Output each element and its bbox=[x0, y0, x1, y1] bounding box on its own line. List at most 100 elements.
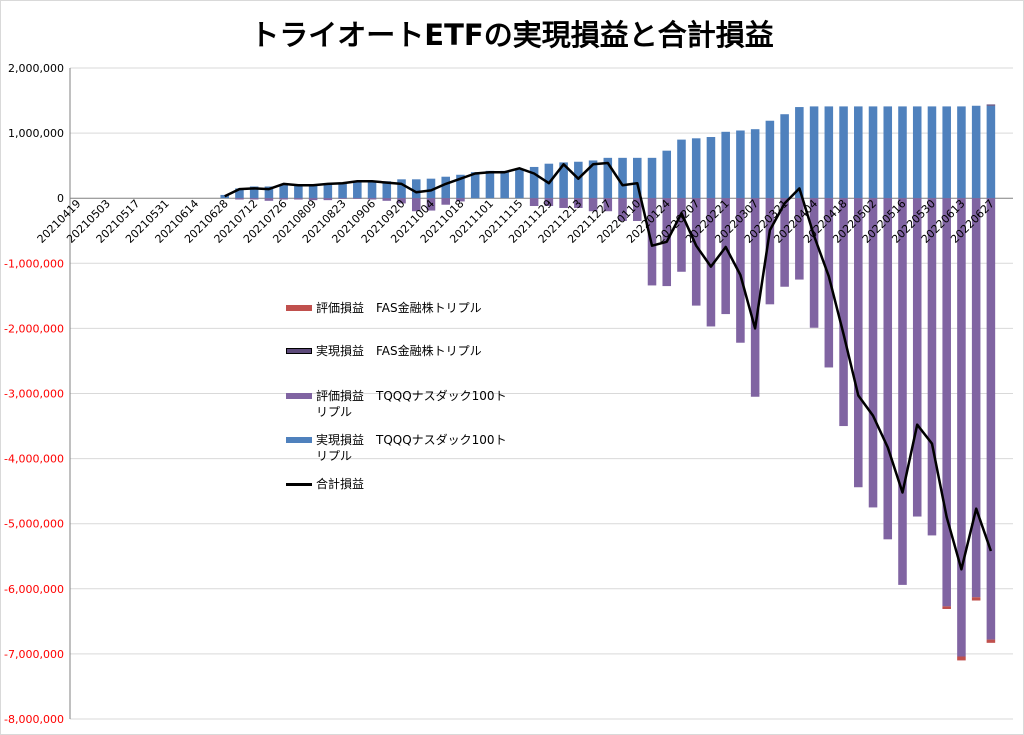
bar-tqqq-unrealized bbox=[795, 198, 804, 280]
bar-tqqq-realized bbox=[470, 172, 480, 199]
bar-tqqq-unrealized bbox=[441, 198, 450, 205]
bar-tqqq-realized bbox=[736, 130, 745, 199]
legend-label-fas-realized: 実現損益 FAS金融株トリプル bbox=[316, 344, 482, 358]
x-axis-tick-labels: 2021041920210503202105172021053120210614… bbox=[35, 197, 997, 246]
y-tick-label: -8,000,000 bbox=[4, 713, 64, 726]
bar-tqqq-realized bbox=[249, 186, 259, 199]
bar-tqqq-unrealized bbox=[854, 198, 863, 488]
bar-tqqq-realized bbox=[618, 157, 627, 199]
bar-tqqq-realized bbox=[912, 106, 922, 199]
bar-tqqq-unrealized bbox=[426, 198, 436, 211]
bar-tqqq-unrealized bbox=[323, 198, 333, 201]
legend-swatch-fas-unrealized bbox=[286, 305, 312, 311]
bar-tqqq-realized bbox=[691, 138, 701, 199]
bar-tqqq-unrealized bbox=[603, 198, 613, 212]
bar-tqqq-realized bbox=[323, 184, 333, 199]
bar-tqqq-unrealized bbox=[971, 198, 981, 598]
bar-tqqq-realized bbox=[308, 185, 318, 199]
bar-tqqq-unrealized bbox=[677, 198, 686, 272]
legend-label-fas-unrealized: 評価損益 FAS金融株トリプル bbox=[316, 301, 482, 315]
bar-tqqq-unrealized bbox=[308, 198, 318, 201]
bar-tqqq-realized bbox=[220, 194, 229, 199]
bar-tqqq-unrealized bbox=[294, 198, 303, 200]
bar-tqqq-unrealized bbox=[912, 198, 922, 517]
bar-tqqq-unrealized bbox=[824, 198, 834, 368]
bar-tqqq-realized bbox=[367, 181, 377, 199]
bar-tqqq-realized bbox=[294, 185, 303, 199]
bar-tqqq-realized bbox=[883, 106, 893, 199]
y-tick-label: -7,000,000 bbox=[4, 648, 64, 661]
bar-tqqq-unrealized bbox=[780, 198, 789, 287]
bar-tqqq-realized bbox=[942, 106, 951, 199]
bar-tqqq-realized bbox=[485, 170, 495, 199]
bar-tqqq-realized bbox=[353, 181, 362, 199]
bar-tqqq-realized bbox=[544, 163, 554, 199]
bar-tqqq-unrealized bbox=[883, 198, 893, 540]
bar-tqqq-realized bbox=[898, 106, 907, 199]
legend-swatch-tqqq-unrealized bbox=[286, 393, 312, 399]
bar-tqqq-unrealized bbox=[765, 198, 775, 305]
bar-tqqq-unrealized bbox=[942, 198, 951, 607]
bar-tqqq-realized bbox=[515, 169, 524, 199]
bar-tqqq-unrealized bbox=[986, 198, 996, 640]
bar-tqqq-realized bbox=[647, 157, 657, 199]
bar-tqqq-realized bbox=[500, 170, 509, 199]
total-line-path bbox=[224, 161, 993, 571]
y-tick-label: -6,000,000 bbox=[4, 583, 64, 596]
bar-tqqq-unrealized bbox=[367, 198, 377, 200]
bar-tqqq-realized bbox=[603, 157, 613, 199]
bar-tqqq-unrealized bbox=[957, 198, 966, 657]
y-tick-label: -3,000,000 bbox=[4, 388, 64, 401]
bar-tqqq-unrealized bbox=[544, 198, 554, 207]
bar-tqqq-realized bbox=[338, 182, 347, 199]
bar-tqqq-unrealized bbox=[279, 198, 288, 200]
chart-title: トライオートETFの実現損益と合計損益 bbox=[250, 18, 774, 52]
bar-tqqq-unrealized bbox=[353, 198, 362, 199]
bar-tqqq-unrealized bbox=[456, 198, 465, 202]
bar-tqqq-realized bbox=[809, 106, 819, 199]
bar-tqqq-realized bbox=[854, 106, 863, 199]
total-line bbox=[224, 161, 993, 571]
y-tick-label: -4,000,000 bbox=[4, 453, 64, 466]
bar-tqqq-realized bbox=[235, 188, 244, 199]
bar-tqqq-unrealized bbox=[559, 198, 568, 208]
bar-tqqq-realized bbox=[927, 106, 937, 199]
bar-tqqq-unrealized bbox=[574, 198, 583, 208]
bar-tqqq-realized bbox=[411, 179, 421, 199]
bar-tqqq-realized bbox=[426, 178, 436, 199]
y-tick-label: -5,000,000 bbox=[4, 518, 64, 531]
bar-tqqq-unrealized bbox=[235, 198, 244, 200]
legend-line-total bbox=[286, 483, 312, 486]
bar-tqqq-realized bbox=[529, 166, 539, 199]
bar-tqqq-unrealized bbox=[338, 198, 347, 199]
y-tick-label: -1,000,000 bbox=[4, 257, 64, 270]
legend-swatch-fas-realized bbox=[286, 348, 312, 354]
y-axis-tick-labels: 2,000,000 1,000,000 0 -1,000,000 -2,000,000 -… bbox=[4, 62, 64, 726]
legend-swatch-tqqq-realized bbox=[286, 437, 312, 443]
bars bbox=[220, 104, 996, 661]
bar-fas-unrealized bbox=[957, 656, 966, 661]
bar-tqqq-realized bbox=[382, 181, 392, 199]
bar-tqqq-unrealized bbox=[898, 198, 907, 585]
bar-tqqq-realized bbox=[677, 139, 686, 199]
bar-tqqq-realized bbox=[780, 114, 789, 199]
bar-tqqq-unrealized bbox=[809, 198, 819, 328]
bar-tqqq-realized bbox=[633, 157, 642, 199]
bar-tqqq-realized bbox=[279, 184, 288, 199]
bar-tqqq-realized bbox=[397, 179, 406, 199]
bar-fas-realized bbox=[986, 104, 996, 106]
bar-tqqq-unrealized bbox=[633, 198, 642, 221]
bar-fas-unrealized bbox=[942, 606, 951, 609]
bar-tqqq-realized bbox=[957, 106, 966, 199]
bar-tqqq-unrealized bbox=[721, 198, 730, 315]
bar-tqqq-unrealized bbox=[927, 198, 937, 536]
bar-tqqq-realized bbox=[574, 161, 583, 199]
bar-tqqq-unrealized bbox=[750, 198, 760, 397]
legend-label-total: 合計損益 bbox=[316, 477, 365, 491]
y-tick-label: 0 bbox=[57, 192, 64, 205]
y-tick-label: 2,000,000 bbox=[8, 62, 64, 75]
bar-tqqq-unrealized bbox=[618, 198, 627, 221]
bar-tqqq-unrealized bbox=[868, 198, 878, 508]
